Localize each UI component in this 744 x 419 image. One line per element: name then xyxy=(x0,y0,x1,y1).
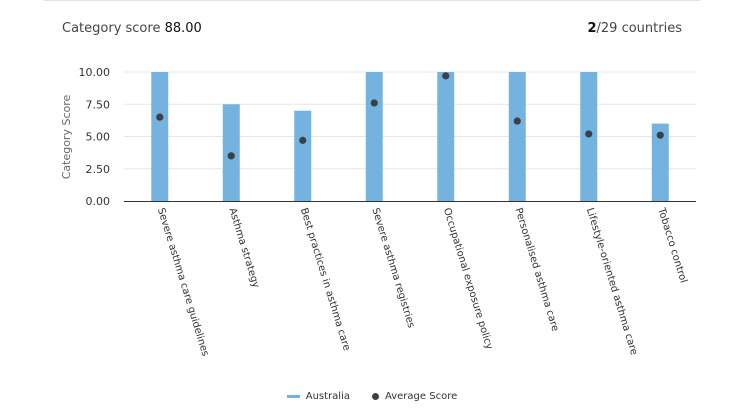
category-score: Category score 88.00 xyxy=(62,21,202,36)
average-point xyxy=(370,99,378,107)
average-point xyxy=(227,152,235,160)
bar xyxy=(508,72,526,201)
rank-value: 2 xyxy=(587,21,597,36)
y-tick-label: 10.00 xyxy=(79,66,111,79)
category-score-value: 88.00 xyxy=(164,21,202,36)
x-tick-label: Severe asthma registries xyxy=(369,207,416,330)
y-tick-label: 5.00 xyxy=(86,131,111,144)
legend-item-average[interactable]: Average Score xyxy=(371,390,458,402)
x-tick-label: Lifestyle-oriented asthma care xyxy=(584,207,639,357)
bar xyxy=(294,110,312,201)
bar xyxy=(437,72,455,201)
bar xyxy=(651,123,669,201)
y-tick-label: 2.50 xyxy=(86,163,111,176)
x-tick-label: Severe asthma care guidelines xyxy=(155,207,211,358)
x-tick-label: Asthma strategy xyxy=(226,207,261,290)
bar xyxy=(365,72,383,201)
legend: Australia Average Score xyxy=(0,388,744,404)
legend-label-australia: Australia xyxy=(305,390,350,402)
country-rank: 2/29 countries xyxy=(587,21,682,36)
average-point xyxy=(299,136,307,144)
bar xyxy=(151,72,169,201)
legend-label-average: Average Score xyxy=(384,390,458,402)
legend-item-australia[interactable]: Australia xyxy=(286,390,350,402)
chart-header: Category score 88.00 2/29 countries xyxy=(62,21,682,41)
australia-swatch xyxy=(286,394,300,398)
average-point xyxy=(442,72,450,80)
y-tick-label: 0.00 xyxy=(86,195,111,208)
top-divider xyxy=(44,0,700,1)
x-tick-label: Occupational exposure policy xyxy=(441,207,495,351)
category-score-label: Category score xyxy=(62,21,161,36)
y-axis-label: Category Score xyxy=(60,94,73,179)
y-tick-label: 7.50 xyxy=(86,98,111,111)
average-swatch xyxy=(371,392,379,400)
x-tick-label: Best practices in asthma care xyxy=(298,207,352,352)
average-point xyxy=(156,113,164,121)
x-tick-label: Personalised asthma care xyxy=(512,207,560,333)
average-point xyxy=(656,131,664,139)
average-point xyxy=(513,117,521,125)
x-tick-label: Tobacco control xyxy=(655,206,689,285)
score-chart: 0.00 2.50 5.00 7.50 10.00 Category Score Sever… xyxy=(60,66,696,358)
average-point xyxy=(585,130,593,138)
rank-suffix: /29 countries xyxy=(596,21,682,36)
